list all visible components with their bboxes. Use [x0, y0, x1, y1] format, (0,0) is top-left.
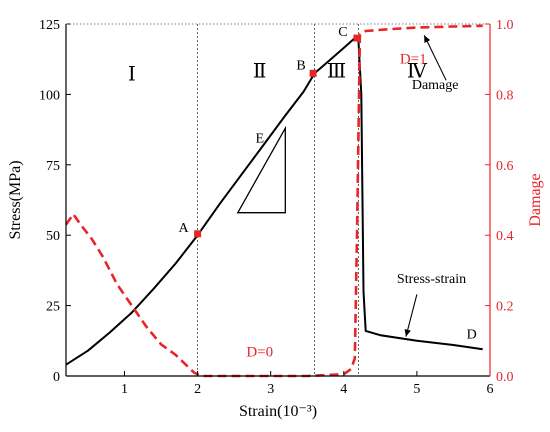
modulus-triangle [236, 125, 286, 214]
damage-arrow-head [424, 35, 431, 43]
region-labels: Ⅰ Ⅱ Ⅲ Ⅳ [128, 61, 428, 86]
point-label-b: B [296, 58, 305, 73]
annotation-stress: Stress-strain [397, 272, 466, 287]
key-points: A B C D [179, 25, 477, 342]
x-tick-label: 6 [487, 382, 494, 397]
point-marker-b [309, 69, 317, 77]
y-tick-label: 50 [46, 229, 60, 244]
phase-divider-lines [197, 24, 359, 376]
y-axis-right-title: Damage [527, 173, 544, 226]
y-right-tick-label: 0.0 [496, 370, 514, 385]
point-label-a: A [179, 221, 190, 236]
y-tick-label: 100 [39, 88, 60, 103]
series-stress-strain [65, 37, 483, 366]
x-axis-title: Strain(10⁻³) [239, 403, 317, 420]
triangle-shape [236, 125, 286, 214]
y-right-tick-label: 1.0 [496, 18, 514, 33]
x-tick-label: 3 [267, 382, 274, 397]
x-tick-label: 1 [121, 382, 128, 397]
x-tick-label: 2 [194, 382, 201, 397]
y-right-tick-label: 0.4 [496, 229, 514, 244]
y-right-tick-label: 0.2 [496, 300, 514, 315]
stress-arrow-line [405, 294, 418, 337]
annotation-damage: Damage [412, 78, 459, 93]
region-label-2: Ⅱ [253, 61, 267, 83]
x-tick-label: 4 [340, 382, 347, 397]
y-right-tick-label: 0.6 [496, 159, 514, 174]
point-label-c: C [338, 25, 347, 40]
y-axis-right: 0.0 0.2 0.4 0.6 0.8 1.0 [485, 18, 514, 385]
y-axis-left-title: Stress(MPa) [7, 160, 24, 239]
point-label-d: D [467, 327, 477, 342]
stress-arrow-head [404, 328, 411, 337]
x-tick-label: 5 [413, 382, 420, 397]
point-marker-c [353, 34, 361, 42]
point-marker-a [194, 230, 202, 238]
y-tick-label: 125 [39, 18, 60, 33]
region-label-1: Ⅰ [128, 63, 136, 85]
annotation-d1: D=1 [400, 51, 427, 67]
annotations: D=0 D=1 Damage Stress-strain E [246, 35, 466, 360]
region-label-3: Ⅲ [327, 61, 346, 83]
y-right-tick-label: 0.8 [496, 88, 514, 103]
damage-arrow-line [423, 35, 447, 81]
y-tick-label: 25 [46, 300, 60, 315]
region-label-4: Ⅳ [407, 61, 428, 83]
y-axis-left: 0 25 50 75 100 125 [39, 18, 71, 385]
annotation-e: E [255, 131, 264, 146]
y-tick-label: 75 [46, 159, 60, 174]
annotation-d0: D=0 [246, 344, 273, 360]
y-tick-label: 0 [53, 370, 60, 385]
